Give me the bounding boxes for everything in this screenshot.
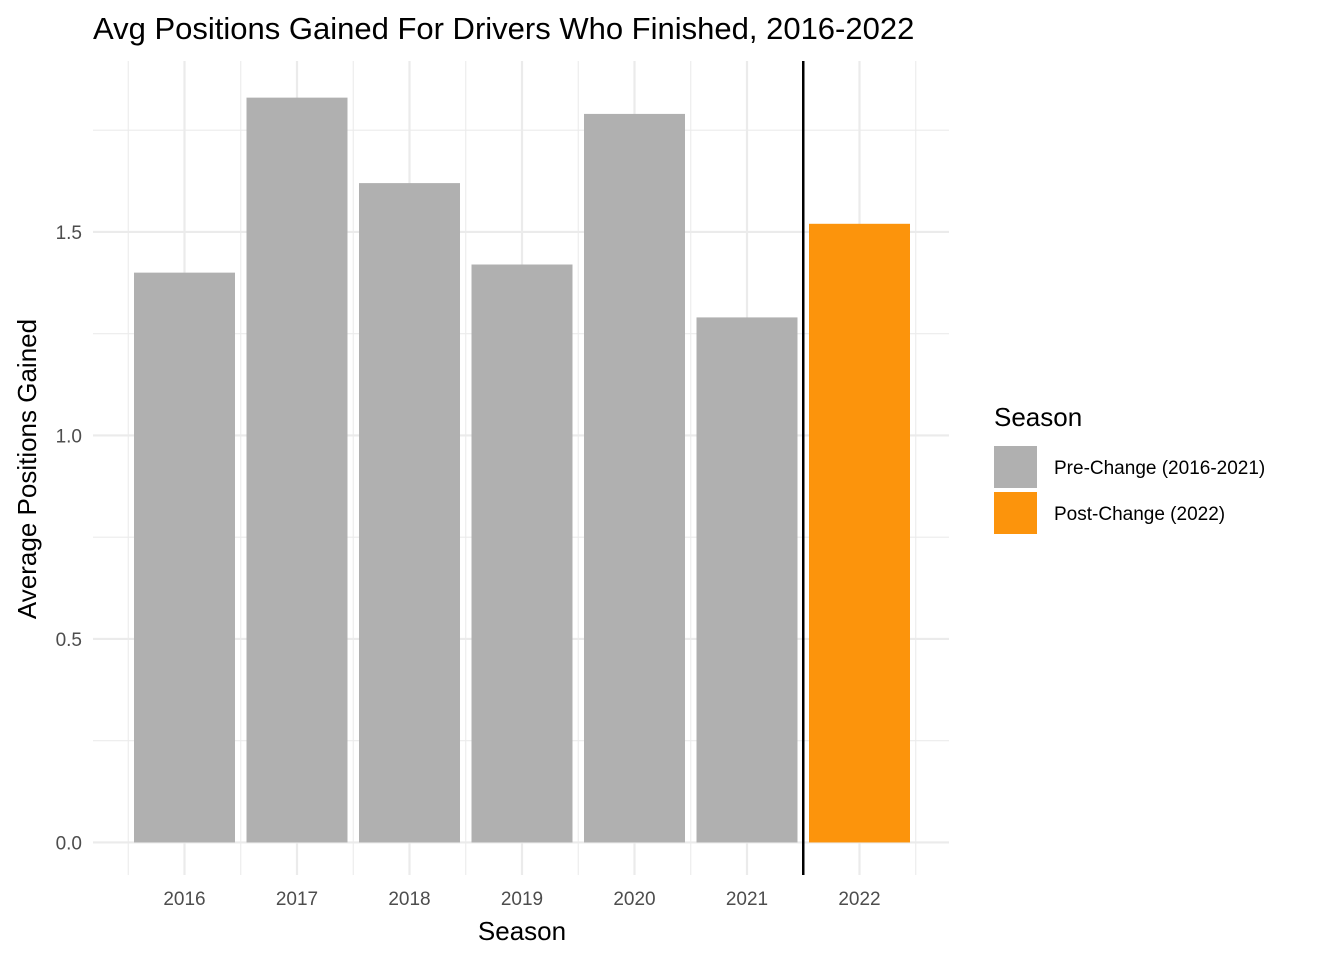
legend-label: Post-Change (2022)	[1054, 504, 1225, 525]
bars	[134, 97, 910, 843]
x-tick-label: 2020	[613, 889, 655, 910]
bar-2021	[696, 317, 798, 843]
y-tick-label: 0.5	[56, 630, 82, 651]
x-tick-label: 2016	[163, 889, 205, 910]
legend-title: Season	[994, 402, 1082, 432]
chart-title: Avg Positions Gained For Drivers Who Fin…	[93, 11, 914, 46]
bar-2017	[246, 97, 348, 843]
bar-2016	[134, 272, 235, 843]
legend-swatch	[994, 492, 1037, 534]
y-axis-ticks: 0.0 0.5 1.0 1.5	[56, 223, 82, 855]
x-tick-label: 2019	[501, 889, 543, 910]
bar-2018	[359, 183, 460, 843]
x-axis-ticks: 2016 2017 2018 2019 2020 2021 2022	[163, 889, 880, 910]
bar-2019	[471, 264, 573, 843]
x-tick-label: 2022	[838, 889, 880, 910]
legend-swatch	[994, 446, 1037, 488]
legend: Season Pre-Change (2016-2021) Post-Change…	[994, 402, 1265, 534]
x-axis-title: Season	[478, 916, 566, 946]
x-tick-label: 2017	[276, 889, 318, 910]
y-tick-label: 1.5	[56, 223, 82, 244]
x-tick-label: 2018	[388, 889, 430, 910]
x-tick-label: 2021	[726, 889, 768, 910]
legend-label: Pre-Change (2016-2021)	[1054, 458, 1265, 479]
legend-items: Pre-Change (2016-2021) Post-Change (2022)	[994, 446, 1265, 534]
bar-2022	[809, 223, 910, 843]
y-tick-label: 0.0	[56, 833, 82, 854]
y-axis-title: Average Positions Gained	[12, 319, 42, 619]
bar-2020	[584, 113, 685, 843]
y-tick-label: 1.0	[56, 426, 82, 447]
